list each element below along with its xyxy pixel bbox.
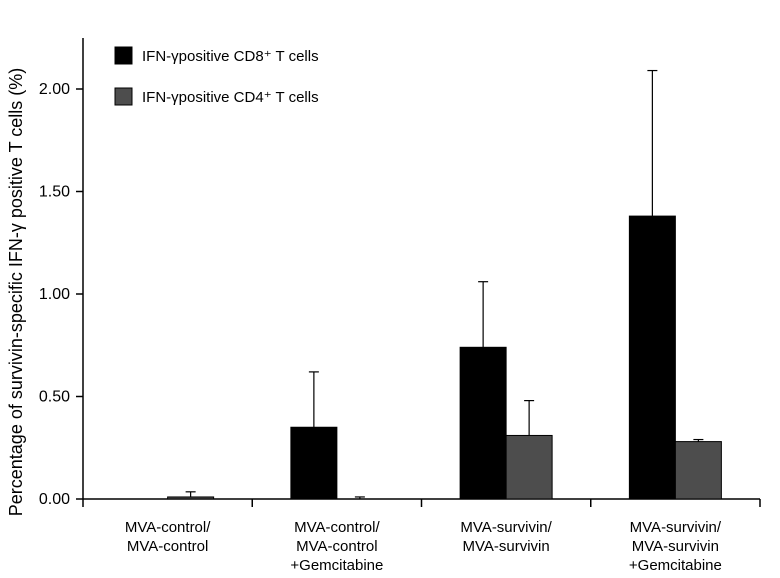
y-tick-label: 0.50 bbox=[39, 389, 70, 406]
legend-label: IFN-γpositive CD4⁺ T cells bbox=[142, 89, 319, 106]
legend-swatch bbox=[114, 46, 133, 65]
x-category-label: MVA-control/ bbox=[294, 519, 380, 536]
bar bbox=[459, 346, 507, 500]
legend-label: IFN-γpositive CD8⁺ T cells bbox=[142, 48, 319, 65]
bars bbox=[167, 69, 722, 500]
x-category-label: MVA-survivin bbox=[632, 538, 719, 555]
bar bbox=[674, 441, 722, 500]
x-category-label: MVA-control/ bbox=[125, 519, 211, 536]
x-category-label: +Gemcitabine bbox=[629, 557, 722, 574]
bar bbox=[628, 215, 676, 500]
y-axis-label: Percentage of survivin-specific IFN-γ po… bbox=[6, 68, 26, 516]
x-category-label: MVA-survivin/ bbox=[460, 519, 552, 536]
x-axis-categories: MVA-control/MVA-control MVA-control/MVA-c… bbox=[125, 519, 722, 574]
x-category-label: MVA-survivin/ bbox=[630, 519, 722, 536]
x-category-label: +Gemcitabine bbox=[290, 557, 383, 574]
bar bbox=[505, 434, 553, 500]
x-category-label: MVA-control bbox=[127, 538, 208, 555]
legend-swatch bbox=[114, 87, 133, 106]
x-category-label: MVA-survivin bbox=[463, 538, 550, 555]
bar bbox=[167, 496, 215, 500]
y-tick-label: 0.00 bbox=[39, 491, 70, 508]
y-tick-label: 1.50 bbox=[39, 184, 70, 201]
x-category-label: MVA-control bbox=[296, 538, 377, 555]
y-tick-label: 2.00 bbox=[39, 81, 70, 98]
y-tick-label: 1.00 bbox=[39, 286, 70, 303]
legend: IFN-γpositive CD8⁺ T cells IFN-γpositive … bbox=[114, 46, 319, 106]
bar bbox=[290, 426, 338, 500]
